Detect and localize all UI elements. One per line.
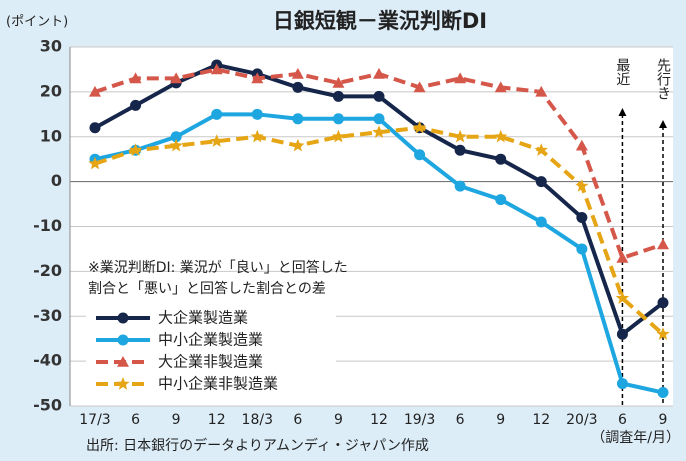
point bbox=[657, 297, 669, 309]
x-tick-label: 6 bbox=[618, 412, 627, 428]
point bbox=[615, 291, 630, 304]
point bbox=[494, 81, 507, 93]
y-tick-label: 20 bbox=[40, 81, 62, 100]
point bbox=[373, 67, 385, 79]
x-axis-label: （調査年/月） bbox=[591, 430, 680, 446]
legend-label: 大企業製造業 bbox=[158, 309, 248, 327]
legend-marker bbox=[116, 377, 130, 390]
point bbox=[495, 153, 507, 165]
point bbox=[89, 85, 101, 97]
point bbox=[495, 194, 507, 206]
source: 出所: 日本銀行のデータよりアムンディ・ジャパン作成 bbox=[86, 437, 429, 454]
legend-label: 中小企業製造業 bbox=[158, 331, 263, 349]
point bbox=[414, 149, 426, 161]
point bbox=[292, 113, 304, 125]
point bbox=[250, 129, 264, 143]
legend-label: 中小企業非製造業 bbox=[158, 375, 278, 393]
legend-marker bbox=[117, 334, 129, 346]
point bbox=[656, 327, 670, 340]
point bbox=[170, 72, 183, 84]
point bbox=[332, 90, 344, 102]
point bbox=[211, 108, 223, 120]
point bbox=[292, 81, 304, 93]
point bbox=[575, 179, 589, 192]
point bbox=[412, 120, 427, 134]
legend-marker bbox=[117, 312, 129, 324]
x-tick-label: 9 bbox=[496, 412, 505, 428]
point bbox=[616, 251, 629, 263]
point bbox=[535, 176, 547, 188]
point bbox=[210, 134, 224, 147]
point bbox=[332, 76, 345, 88]
point bbox=[454, 144, 466, 156]
x-tick-label: 9 bbox=[659, 412, 668, 428]
point bbox=[576, 212, 588, 224]
point bbox=[291, 138, 305, 152]
point bbox=[373, 90, 385, 102]
point bbox=[616, 378, 628, 390]
point bbox=[372, 125, 386, 138]
point bbox=[454, 72, 467, 84]
point bbox=[251, 108, 263, 120]
x-tick-label: 20/3 bbox=[566, 412, 597, 428]
x-tick-label: 18/3 bbox=[242, 412, 273, 428]
point bbox=[89, 122, 101, 134]
y-tick-label: 10 bbox=[40, 126, 62, 145]
point bbox=[657, 387, 669, 399]
x-tick-label: 12 bbox=[208, 412, 226, 428]
x-tick-label: 12 bbox=[532, 412, 550, 428]
y-tick-label: -20 bbox=[33, 261, 62, 280]
point bbox=[535, 85, 548, 97]
point bbox=[576, 243, 588, 255]
y-tick-label: 0 bbox=[51, 171, 62, 190]
y-tick-label: -50 bbox=[33, 396, 62, 415]
x-tick-label: 12 bbox=[370, 412, 388, 428]
y-tick-label: 30 bbox=[40, 37, 62, 56]
y-tick-label: -10 bbox=[33, 216, 62, 235]
point bbox=[251, 72, 264, 84]
x-tick-label: 9 bbox=[172, 412, 181, 428]
note: 割合と「悪い」と回答した割合との差 bbox=[88, 280, 326, 297]
arrow-head bbox=[659, 120, 667, 128]
x-tick-label: 9 bbox=[334, 412, 343, 428]
point bbox=[128, 143, 143, 156]
annotation: 先行き bbox=[655, 58, 671, 100]
note: ※業況判断DI: 業況が「良い」と回答した bbox=[88, 259, 348, 276]
arrow-head bbox=[618, 108, 627, 116]
point bbox=[616, 328, 628, 340]
legend-marker bbox=[117, 356, 129, 367]
x-tick-label: 6 bbox=[456, 412, 465, 428]
y-tick-label: -30 bbox=[33, 306, 62, 325]
point bbox=[454, 180, 466, 192]
point bbox=[453, 129, 467, 143]
point bbox=[575, 139, 588, 151]
annotation: 最近 bbox=[614, 58, 630, 86]
y-tick-label: -40 bbox=[33, 351, 62, 370]
point bbox=[170, 131, 182, 143]
point bbox=[169, 138, 183, 152]
point bbox=[494, 129, 508, 143]
x-tick-label: 6 bbox=[131, 412, 140, 428]
y-axis-label: (ポイント) bbox=[6, 15, 68, 30]
x-tick-label: 17/3 bbox=[79, 412, 110, 428]
point bbox=[130, 99, 142, 111]
point bbox=[657, 238, 669, 250]
point bbox=[88, 156, 102, 170]
point bbox=[413, 81, 426, 93]
point bbox=[373, 113, 385, 125]
point bbox=[210, 63, 223, 75]
legend-label: 大企業非製造業 bbox=[158, 353, 263, 371]
chart-title: 日銀短観－業況判断DI bbox=[273, 9, 487, 33]
x-tick-label: 19/3 bbox=[404, 412, 435, 428]
point bbox=[332, 113, 344, 125]
point bbox=[331, 129, 346, 143]
point bbox=[129, 72, 142, 84]
point bbox=[535, 216, 547, 228]
x-tick-label: 6 bbox=[293, 412, 302, 428]
point bbox=[534, 143, 548, 156]
point bbox=[291, 67, 304, 79]
